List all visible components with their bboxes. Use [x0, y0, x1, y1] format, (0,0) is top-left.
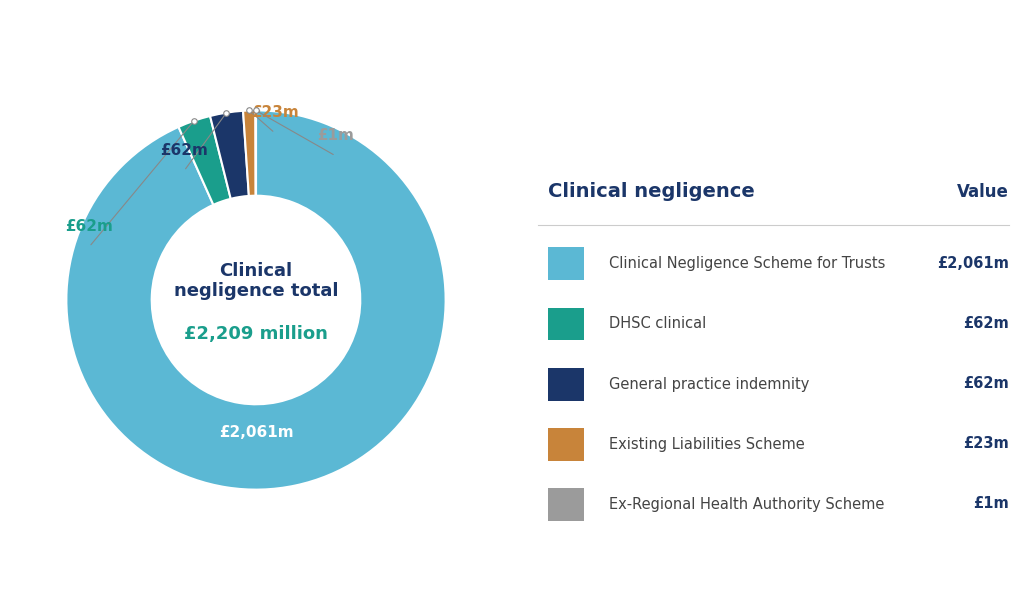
Wedge shape — [243, 110, 256, 196]
Text: Clinical Negligence Scheme for Trusts: Clinical Negligence Scheme for Trusts — [609, 256, 886, 271]
Text: DHSC clinical: DHSC clinical — [609, 316, 707, 331]
Text: £2,209 million: £2,209 million — [184, 325, 328, 343]
Text: £62m: £62m — [160, 143, 208, 158]
Text: Existing Liabilities Scheme: Existing Liabilities Scheme — [609, 437, 805, 451]
Text: £62m: £62m — [963, 377, 1009, 391]
Text: Clinical negligence: Clinical negligence — [548, 182, 755, 202]
Text: £1m: £1m — [317, 128, 354, 143]
Text: £23m: £23m — [963, 437, 1009, 451]
Text: £23m: £23m — [251, 105, 299, 120]
FancyBboxPatch shape — [548, 487, 584, 520]
FancyBboxPatch shape — [548, 427, 584, 461]
Wedge shape — [210, 111, 249, 199]
Wedge shape — [67, 110, 445, 490]
Text: £62m: £62m — [66, 218, 113, 233]
Text: Clinical
negligence total: Clinical negligence total — [174, 262, 338, 301]
Text: General practice indemnity: General practice indemnity — [609, 377, 810, 391]
FancyBboxPatch shape — [548, 367, 584, 401]
Text: Value: Value — [956, 183, 1009, 201]
Text: Ex-Regional Health Authority Scheme: Ex-Regional Health Authority Scheme — [609, 496, 885, 511]
Text: £2,061m: £2,061m — [937, 256, 1009, 271]
Text: £2,061m: £2,061m — [219, 425, 293, 440]
FancyBboxPatch shape — [548, 307, 584, 340]
FancyBboxPatch shape — [548, 247, 584, 280]
Wedge shape — [178, 116, 230, 205]
Text: £1m: £1m — [973, 496, 1009, 511]
Text: £62m: £62m — [963, 316, 1009, 331]
